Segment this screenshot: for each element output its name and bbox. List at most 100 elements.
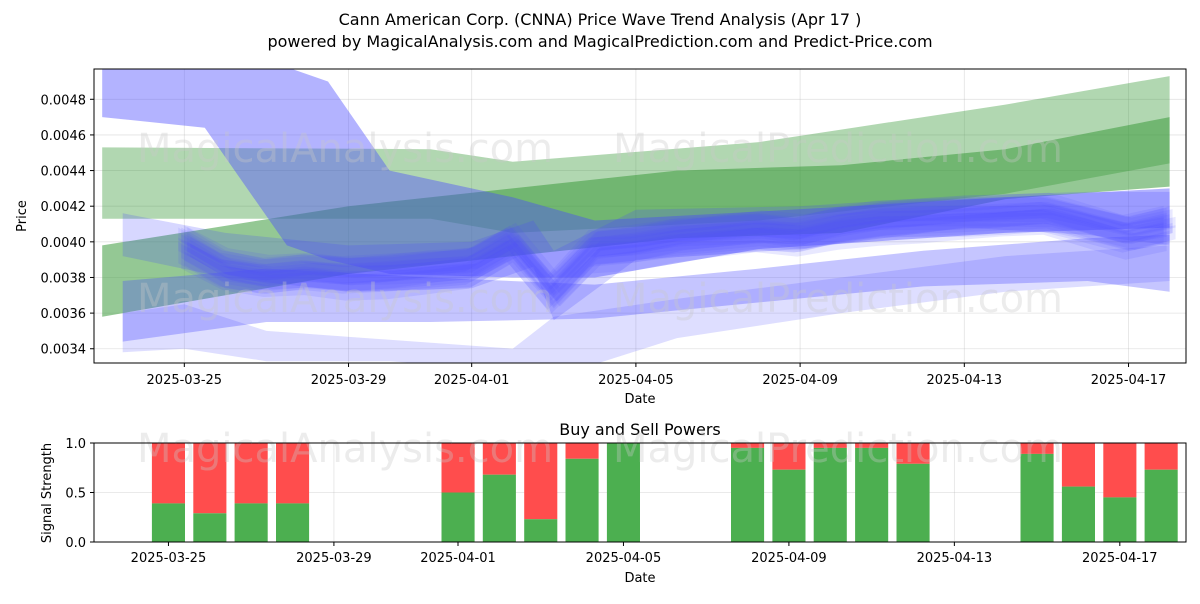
bottom-x-tick-label: 2025-03-25 (131, 551, 207, 566)
top-x-axis-label: Date (624, 392, 655, 407)
bottom-y-ticks: 0.0 0.5 1.0 (65, 437, 94, 551)
sell-power-bar (565, 443, 599, 459)
buy-power-bar (1020, 453, 1054, 542)
buy-power-bar (1103, 497, 1137, 542)
top-y-axis-label: Price (15, 200, 30, 232)
top-x-tick-label: 2025-03-29 (311, 373, 387, 388)
top-watermark-analysis-lower: MagicalAnalysis.com (137, 276, 553, 322)
buy-power-bar (441, 492, 475, 542)
blue-wave-layer (187, 192, 1173, 302)
top-y-tick-label: 0.0038 (41, 271, 87, 286)
top-x-ticks: 2025-03-25 2025-03-29 2025-04-01 2025-04-05… (147, 363, 1167, 388)
bottom-watermark-prediction: MagicalPrediction.com (613, 426, 1063, 472)
sell-power-bar (1061, 443, 1095, 487)
top-x-tick-label: 2025-04-05 (598, 373, 674, 388)
buy-sell-bars (151, 443, 1178, 542)
blue-wave-layer (184, 222, 1170, 309)
sell-power-bar (731, 443, 765, 448)
top-x-tick-label: 2025-04-09 (762, 373, 838, 388)
buy-power-bar (1061, 486, 1095, 542)
bottom-y-tick-label: 0.0 (65, 536, 86, 551)
blue-wave-layer (178, 209, 1164, 310)
top-y-tick-label: 0.0046 (41, 129, 87, 144)
green-wave-band (102, 117, 1170, 317)
blue-wave-layer (190, 208, 1176, 307)
bottom-x-tick-label: 2025-03-29 (296, 551, 372, 566)
bottom-y-axis-label: Signal Strength (40, 443, 55, 543)
bottom-y-tick-label: 0.5 (65, 487, 86, 502)
blue-wave-layer (181, 204, 1167, 301)
price-wave-chart: MagicalAnalysis.com MagicalPrediction.co… (15, 68, 1187, 407)
blue-wave-layer (181, 195, 1167, 290)
sell-power-bar (524, 443, 558, 520)
top-y-tick-label: 0.0044 (41, 165, 87, 180)
bottom-chart-title: Buy and Sell Powers (559, 420, 721, 439)
blue-wave-layer (187, 212, 1173, 302)
buy-power-bar (731, 447, 765, 542)
sell-power-bar (151, 443, 185, 504)
blue-wave-layer (178, 197, 1164, 283)
top-x-tick-label: 2025-04-13 (927, 373, 1003, 388)
buy-power-bar (276, 503, 310, 542)
buy-power-bar (482, 474, 516, 542)
buy-power-bar (1144, 469, 1178, 542)
sell-power-bar (813, 443, 847, 448)
blue-wave-band (122, 245, 1170, 363)
bottom-x-tick-label: 2025-04-01 (420, 551, 496, 566)
sell-power-bar (193, 443, 227, 514)
top-y-ticks: 0.0034 0.0036 0.0038 0.0040 0.0042 0.0044 0.00… (41, 93, 94, 358)
sell-power-bar (855, 443, 889, 448)
top-y-tick-label: 0.0034 (41, 343, 87, 358)
blue-wave-layer (190, 204, 1176, 294)
sell-power-bar (441, 443, 475, 493)
buy-power-bar (772, 469, 806, 542)
bottom-x-tick-label: 2025-04-09 (751, 551, 827, 566)
figure-title-line2: powered by MagicalAnalysis.com and Magic… (267, 32, 932, 51)
blue-wave-band (122, 191, 1170, 321)
top-y-tick-label: 0.0036 (41, 307, 87, 322)
buy-power-bar (855, 447, 889, 542)
buy-power-bar (565, 458, 599, 542)
buy-sell-powers-chart: Buy and Sell Powers MagicalAnalysis.com … (40, 420, 1187, 586)
top-x-tick-label: 2025-03-25 (147, 373, 223, 388)
buy-power-bar (606, 443, 640, 542)
buy-power-bar (524, 519, 558, 542)
blue-wave-layer (184, 201, 1170, 307)
sell-power-bar (896, 443, 930, 464)
wave-bands (102, 69, 1176, 363)
blue-wave-layer (181, 208, 1167, 315)
top-watermark-prediction-upper: MagicalPrediction.com (613, 126, 1063, 172)
sell-power-bar (482, 443, 516, 475)
blue-wave-layer (178, 201, 1164, 298)
blue-wave-band (102, 69, 1170, 278)
bottom-x-tick-label: 2025-04-13 (917, 551, 993, 566)
top-y-tick-label: 0.0048 (41, 93, 87, 108)
top-y-tick-label: 0.0042 (41, 200, 87, 215)
sell-power-bar (1020, 443, 1054, 454)
bottom-x-tick-label: 2025-04-17 (1082, 551, 1158, 566)
bottom-x-axis-label: Date (624, 571, 655, 586)
blue-wave-layer (184, 197, 1170, 296)
buy-power-bar (896, 463, 930, 542)
top-watermark-analysis-upper: MagicalAnalysis.com (137, 126, 553, 172)
buy-power-bar (813, 447, 847, 542)
sell-power-bar (234, 443, 268, 504)
top-x-tick-label: 2025-04-17 (1091, 373, 1167, 388)
bottom-y-tick-label: 1.0 (65, 437, 86, 452)
sell-power-bar (1144, 443, 1178, 470)
sell-power-bar (1103, 443, 1137, 498)
buy-power-bar (193, 513, 227, 542)
bottom-x-tick-label: 2025-04-05 (586, 551, 662, 566)
top-watermark-prediction-lower: MagicalPrediction.com (613, 276, 1063, 322)
sell-power-bar (772, 443, 806, 470)
top-axes-frame (93, 68, 1187, 364)
buy-power-bar (151, 503, 185, 542)
top-x-tick-label: 2025-04-01 (434, 373, 510, 388)
buy-power-bar (234, 503, 268, 542)
bottom-watermark-analysis: MagicalAnalysis.com (137, 426, 553, 472)
figure-title-line1: Cann American Corp. (CNNA) Price Wave Tr… (339, 10, 862, 29)
blue-wave-band (122, 234, 1170, 342)
bottom-x-ticks: 2025-03-25 2025-03-29 2025-04-01 2025-04-05… (131, 542, 1158, 566)
sell-power-bar (276, 443, 310, 504)
